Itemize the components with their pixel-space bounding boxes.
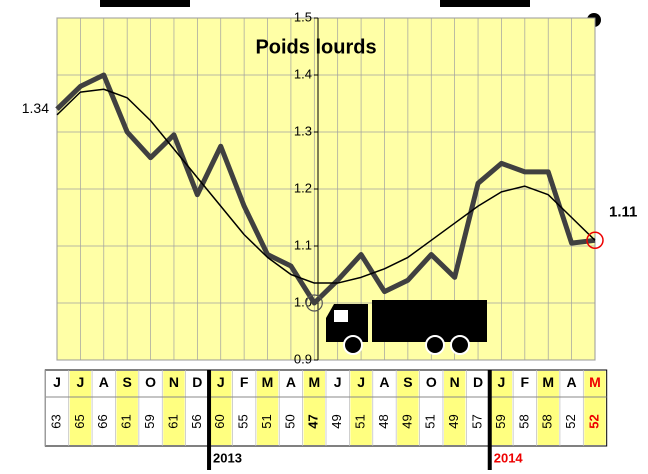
month-label: N [450,374,460,390]
count-label: 55 [236,414,251,428]
count-label: 50 [282,414,297,428]
count-label: 60 [212,414,227,428]
count-label: 52 [563,414,578,428]
month-highlight [490,371,513,445]
month-label: M [308,374,320,390]
month-highlight [116,371,138,445]
year-label: 2014 [494,450,524,465]
count-label: 49 [399,414,414,428]
data-label: 1.11 [609,203,637,220]
month-label: A [99,374,109,390]
month-highlight [69,371,92,445]
data-line [55,72,596,306]
month-highlight [397,371,419,445]
month-label: N [169,374,179,390]
month-label: M [262,374,274,390]
count-label: 51 [353,414,368,428]
month-label: J [53,374,61,390]
year-label: 2013 [213,450,242,465]
count-label: 56 [189,414,204,428]
count-label: 61 [119,414,134,428]
trend-line [56,88,596,284]
month-label: J [217,374,225,390]
y-tick-label: 1.4 [294,66,312,81]
month-label: J [334,374,342,390]
truck-icon [326,300,487,355]
count-label: 58 [540,414,555,428]
month-label: A [567,374,577,390]
data-label: 1.34 [22,100,49,116]
month-label: M [542,374,554,390]
count-label: 49 [446,414,461,428]
chart-title: Poids lourds [255,36,376,58]
month-highlight [163,371,185,445]
month-label: J [357,374,365,390]
month-highlight [443,371,466,445]
y-tick-label: 1.2 [294,180,312,195]
y-tick-label: 1.1 [294,237,312,252]
cut-title-bar [100,0,190,7]
month-label: J [498,374,506,390]
count-label: 47 [306,414,321,428]
count-label: 65 [72,414,87,428]
count-label: 52 [586,414,601,428]
month-label: O [426,374,437,390]
month-label: F [240,374,249,390]
month-label: A [379,374,389,390]
last-marker [586,231,604,250]
month-highlight [350,371,372,445]
count-label: 59 [142,414,157,428]
count-label: 66 [95,414,110,428]
count-label: 63 [48,414,63,428]
month-label: D [473,374,483,390]
month-label: M [589,374,601,390]
count-label: 51 [259,414,274,428]
y-tick-label: 1.3 [294,123,312,138]
month-label: J [76,374,84,390]
min-marker [305,294,323,312]
y-tick-label: 1.5 [294,9,312,24]
count-label: 57 [469,414,484,428]
count-label: 48 [376,414,391,428]
month-label: A [286,374,296,390]
month-highlight [537,371,559,445]
month-highlight [303,371,325,445]
month-highlight [210,371,232,445]
month-label: O [145,374,156,390]
month-highlight [256,371,279,445]
count-label: 61 [165,414,180,428]
month-label: S [403,374,412,390]
count-label: 49 [329,414,344,428]
count-label: 58 [516,414,531,428]
count-label: 51 [423,414,438,428]
cut-title-bar [440,0,530,7]
month-highlight [584,371,606,445]
count-label: 59 [493,414,508,428]
y-tick-label: 0.9 [294,351,312,366]
month-label: S [123,374,132,390]
month-label: D [192,374,202,390]
month-label: F [521,374,530,390]
